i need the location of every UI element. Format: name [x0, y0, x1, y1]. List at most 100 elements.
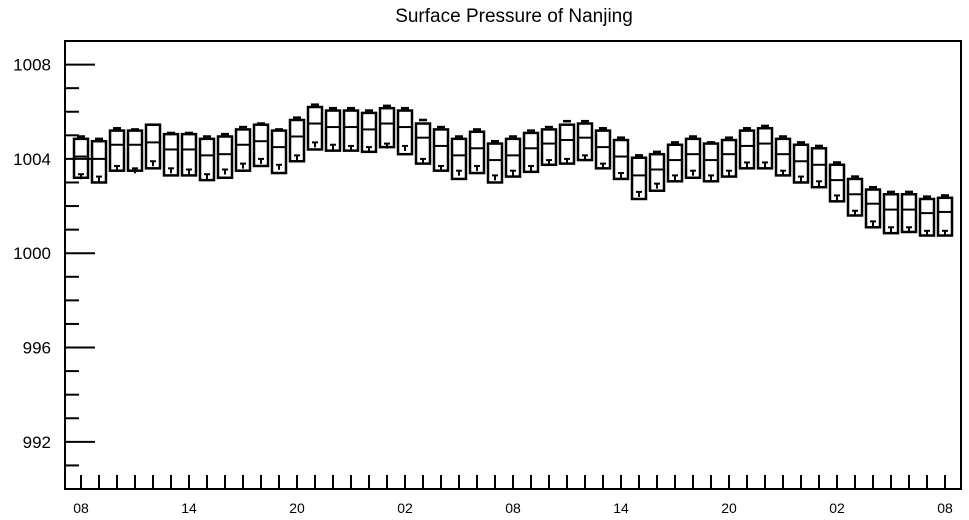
box-body — [108, 129, 126, 172]
box-item — [882, 190, 900, 235]
box-item — [90, 137, 108, 184]
box-item — [486, 139, 504, 184]
box-body — [522, 131, 540, 174]
box-item — [252, 122, 270, 168]
box-item — [270, 128, 288, 175]
box-body — [666, 143, 684, 183]
x-tick-label: 08 — [505, 500, 521, 516]
box-body — [486, 142, 504, 184]
box-body — [504, 137, 522, 178]
box-item — [468, 128, 486, 175]
y-tick-label: 1000 — [13, 244, 51, 263]
box-item — [756, 124, 774, 170]
box-body — [738, 129, 756, 170]
box-body — [234, 128, 252, 172]
box-item — [432, 125, 450, 172]
box-item — [324, 106, 342, 152]
box-body — [360, 111, 378, 154]
x-tick-label: 14 — [181, 500, 197, 516]
box-item — [702, 141, 720, 183]
box-body — [756, 126, 774, 170]
box-item — [594, 126, 612, 170]
box-item — [792, 141, 810, 184]
box-body — [864, 188, 882, 229]
plot-frame — [64, 40, 962, 490]
box-item — [72, 135, 90, 180]
box-item — [576, 119, 594, 162]
box-item — [396, 106, 414, 156]
box-body — [450, 137, 468, 181]
box-item — [864, 185, 882, 229]
box-body — [288, 118, 306, 163]
x-tick-label: 02 — [397, 500, 413, 516]
x-tick-label: 20 — [721, 500, 737, 516]
box-body — [396, 109, 414, 156]
box-body — [342, 109, 360, 152]
box-item — [828, 161, 846, 203]
box-item — [522, 129, 540, 174]
box-item — [288, 116, 306, 163]
box-item — [720, 136, 738, 178]
box-item — [666, 141, 684, 183]
y-tick-label: 992 — [23, 433, 51, 452]
box-item — [558, 119, 576, 165]
box-item — [918, 195, 936, 237]
box-body — [648, 152, 666, 192]
y-axis: 992 996 1000 1004 1008 — [13, 40, 95, 490]
x-axis: 08 14 20 02 08 14 20 02 08 — [73, 475, 953, 516]
x-tick-label: 08 — [73, 500, 89, 516]
box-item — [504, 135, 522, 178]
box-body — [414, 122, 432, 165]
box-body — [720, 138, 738, 178]
box-item — [414, 118, 432, 165]
box-item — [900, 190, 918, 234]
box-item — [216, 132, 234, 180]
box-item — [810, 144, 828, 189]
box-item — [378, 104, 396, 149]
box-item — [738, 126, 756, 170]
box-body — [882, 193, 900, 235]
box-item — [450, 135, 468, 181]
box-body — [630, 156, 648, 201]
box-body — [612, 138, 630, 181]
box-item — [342, 106, 360, 152]
x-tick-label: 02 — [829, 500, 845, 516]
box-body — [432, 128, 450, 172]
box-item — [144, 123, 162, 170]
box-body — [810, 147, 828, 189]
box-body — [468, 130, 486, 175]
box-item — [360, 109, 378, 154]
x-tick-label: 08 — [937, 500, 953, 516]
box-body — [378, 106, 396, 149]
x-tick-label: 14 — [613, 500, 629, 516]
box-item — [234, 125, 252, 172]
box-item — [612, 136, 630, 181]
box-item — [540, 125, 558, 167]
x-tick-label: 20 — [289, 500, 305, 516]
y-tick-label: 1008 — [13, 56, 51, 75]
box-item — [630, 154, 648, 201]
chart-title: Surface Pressure of Nanjing — [395, 6, 633, 27]
box-item — [108, 126, 126, 172]
box-body — [126, 129, 144, 172]
box-item — [648, 150, 666, 192]
box-item — [126, 128, 144, 174]
box-body — [306, 105, 324, 151]
box-item — [684, 135, 702, 180]
box-body — [324, 109, 342, 152]
box-item — [936, 194, 954, 237]
box-body — [90, 139, 108, 184]
box-body — [558, 123, 576, 165]
box-item — [198, 135, 216, 182]
box-body — [216, 135, 234, 180]
box-body — [198, 137, 216, 182]
box-item — [306, 103, 324, 151]
box-body — [792, 143, 810, 184]
box-series — [72, 103, 954, 237]
box-body — [684, 137, 702, 180]
box-item — [162, 131, 180, 177]
box-item — [774, 135, 792, 177]
y-tick-label: 1004 — [13, 150, 51, 169]
box-item — [180, 131, 198, 177]
